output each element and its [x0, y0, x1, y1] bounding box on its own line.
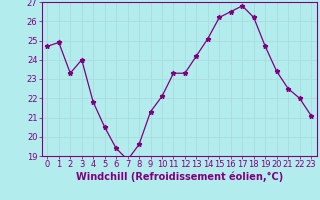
X-axis label: Windchill (Refroidissement éolien,°C): Windchill (Refroidissement éolien,°C) — [76, 172, 283, 182]
